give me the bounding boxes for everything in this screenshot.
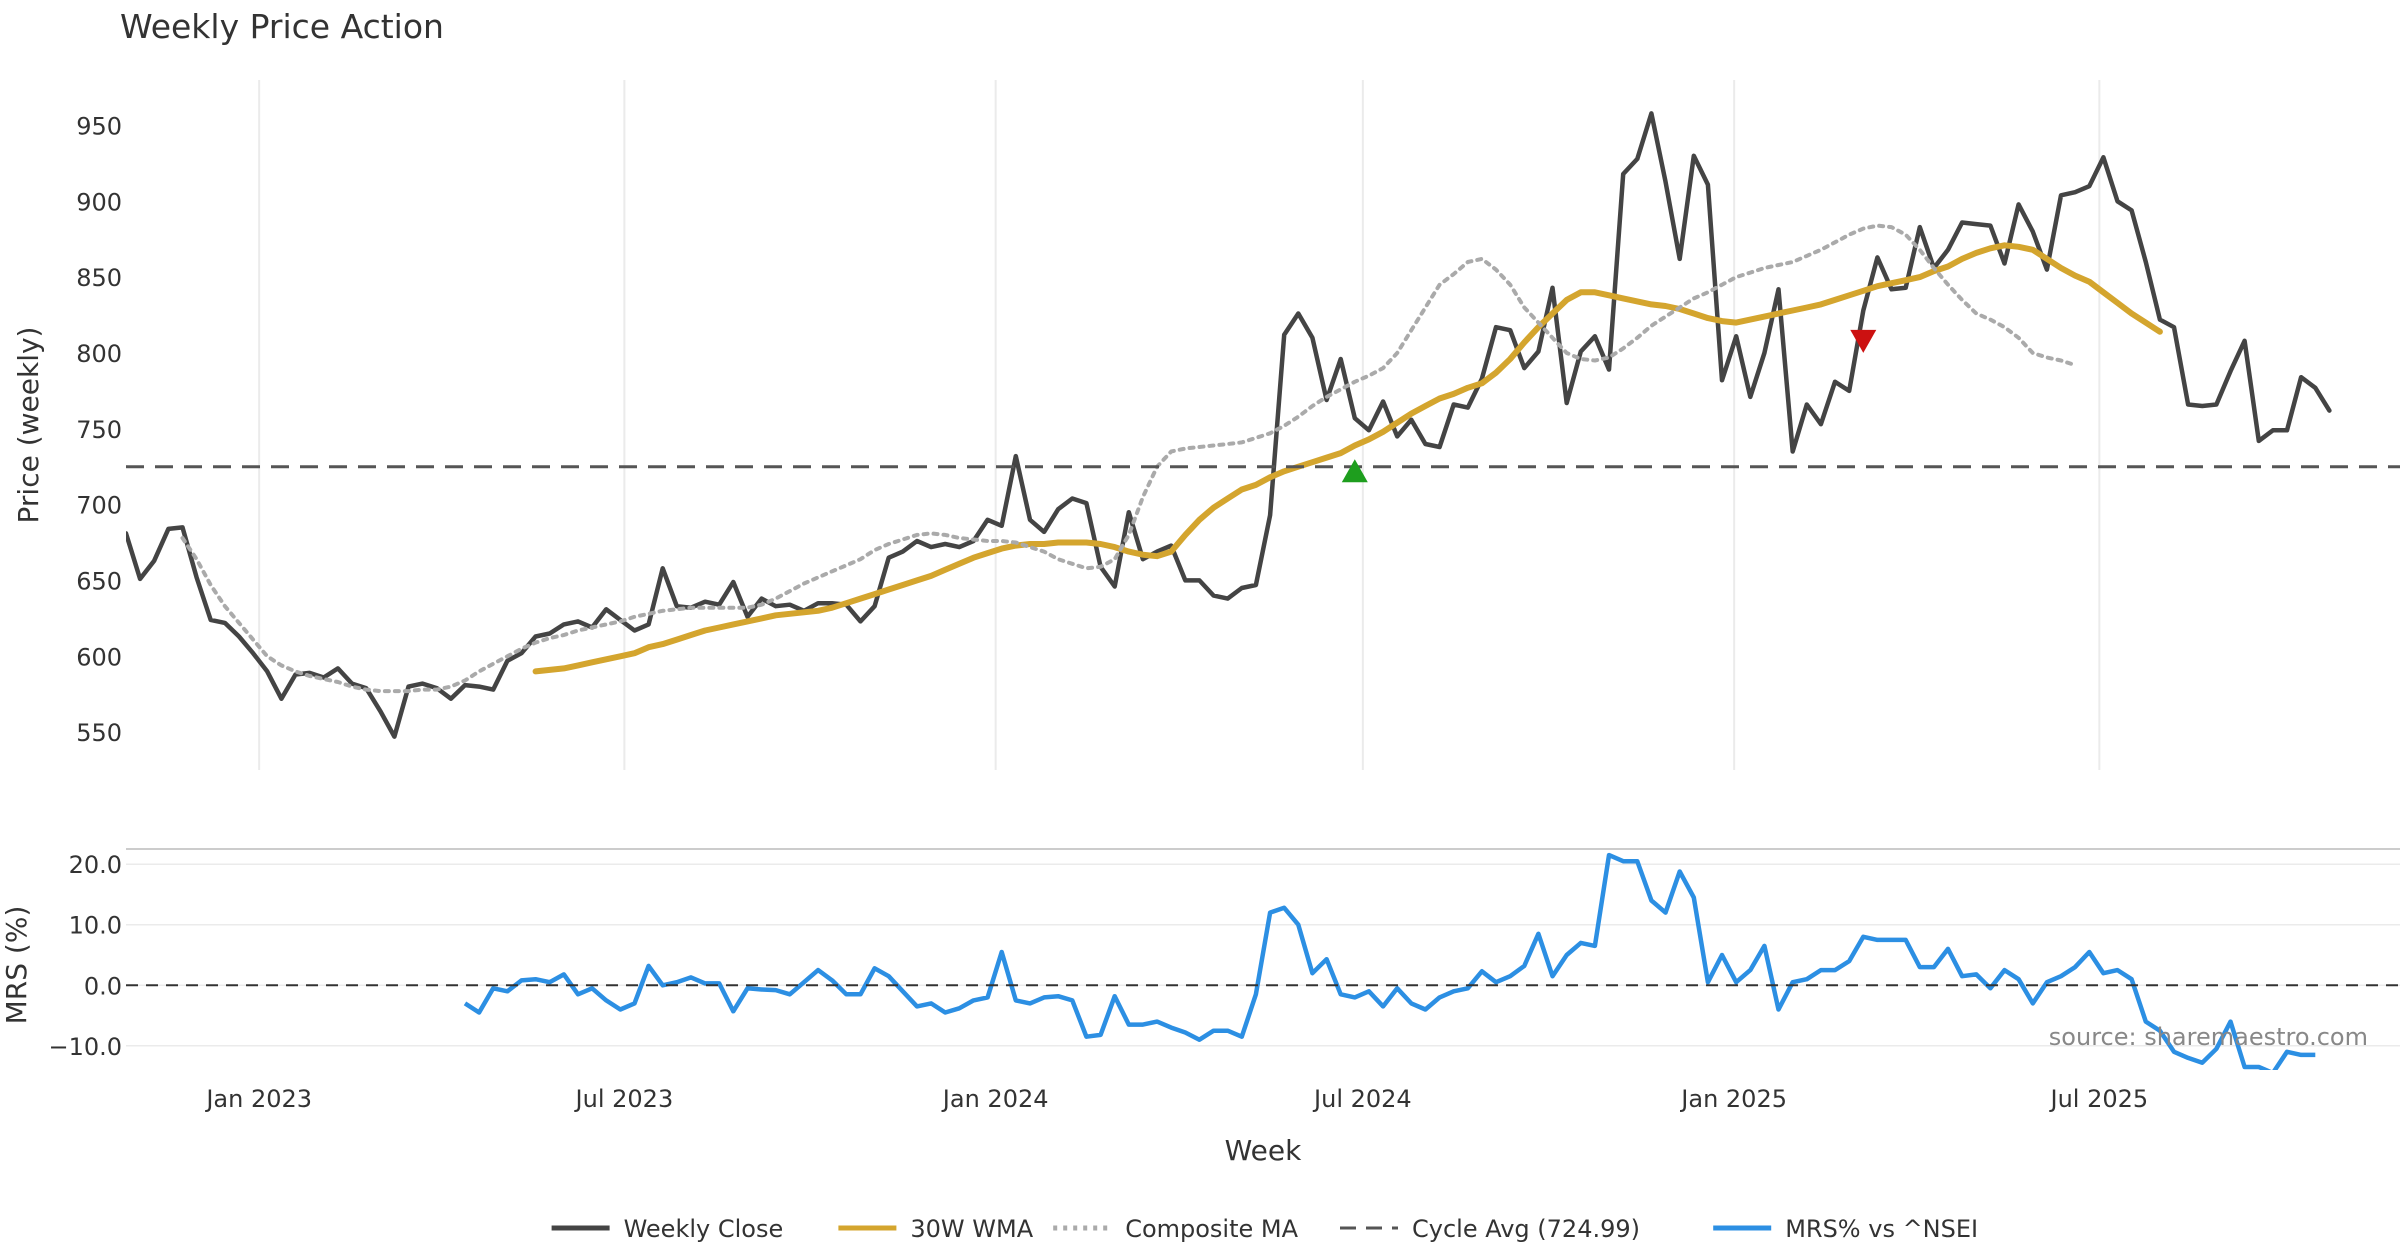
legend-label-composite: Composite MA bbox=[1125, 1215, 1298, 1243]
price-y-ticks: 550 600 650 700 750 800 850 900 950 bbox=[76, 112, 122, 747]
mrs-lines bbox=[126, 852, 2400, 1070]
composite-ma-line bbox=[180, 223, 2078, 694]
price-lines bbox=[126, 111, 2400, 739]
mrs-y-ticks: −10.0 0.0 10.0 20.0 bbox=[48, 851, 122, 1061]
x-tick-label: Jul 2024 bbox=[1312, 1085, 1412, 1113]
price-y-tick-label: 900 bbox=[76, 188, 122, 216]
legend-label-cycle: Cycle Avg (724.99) bbox=[1412, 1215, 1640, 1243]
x-tick-label: Jan 2024 bbox=[941, 1085, 1049, 1113]
buy-signal-marker bbox=[1341, 459, 1368, 483]
x-tick-label: Jan 2023 bbox=[204, 1085, 312, 1113]
price-y-tick-label: 950 bbox=[76, 112, 122, 140]
signal-markers bbox=[1341, 329, 1877, 483]
mrs-y-tick-label: 20.0 bbox=[69, 851, 122, 879]
wma-30w-line bbox=[532, 242, 2163, 675]
weekly-close-line bbox=[126, 111, 2332, 739]
source-text: source: sharemaestro.com bbox=[2049, 1023, 2368, 1051]
x-tick-label: Jan 2025 bbox=[1679, 1085, 1787, 1113]
price-y-tick-label: 650 bbox=[76, 567, 122, 595]
price-y-tick-label: 600 bbox=[76, 643, 122, 671]
mrs-line bbox=[463, 852, 2316, 1070]
price-y-axis-title: Price (weekly) bbox=[12, 327, 45, 524]
legend-label-wma: 30W WMA bbox=[910, 1215, 1033, 1243]
legend-label-close: Weekly Close bbox=[624, 1215, 784, 1243]
chart-title: Weekly Price Action bbox=[120, 7, 444, 46]
price-y-tick-label: 850 bbox=[76, 264, 122, 292]
x-axis-title: Week bbox=[1225, 1134, 1302, 1167]
x-ticks: Jan 2023 Jul 2023 Jan 2024 Jul 2024 Jan 2025… bbox=[204, 1085, 2148, 1113]
price-y-tick-label: 550 bbox=[76, 719, 122, 747]
mrs-y-tick-label: 0.0 bbox=[84, 972, 122, 1000]
legend-label-mrs: MRS% vs ^NSEI bbox=[1785, 1215, 1978, 1243]
x-tick-label: Jul 2023 bbox=[574, 1085, 674, 1113]
price-y-tick-label: 800 bbox=[76, 340, 122, 368]
price-y-tick-label: 700 bbox=[76, 492, 122, 520]
x-tick-label: Jul 2025 bbox=[2049, 1085, 2149, 1113]
price-y-tick-label: 750 bbox=[76, 416, 122, 444]
price-grid bbox=[258, 80, 2101, 770]
mrs-y-tick-label: 10.0 bbox=[69, 912, 122, 940]
sell-signal-marker bbox=[1850, 329, 1877, 353]
mrs-y-axis-title: MRS (%) bbox=[0, 906, 33, 1025]
mrs-y-tick-label: −10.0 bbox=[48, 1033, 122, 1061]
legend: Weekly Close 30W WMA Composite MA Cycle Avg… bbox=[551, 1215, 1978, 1243]
